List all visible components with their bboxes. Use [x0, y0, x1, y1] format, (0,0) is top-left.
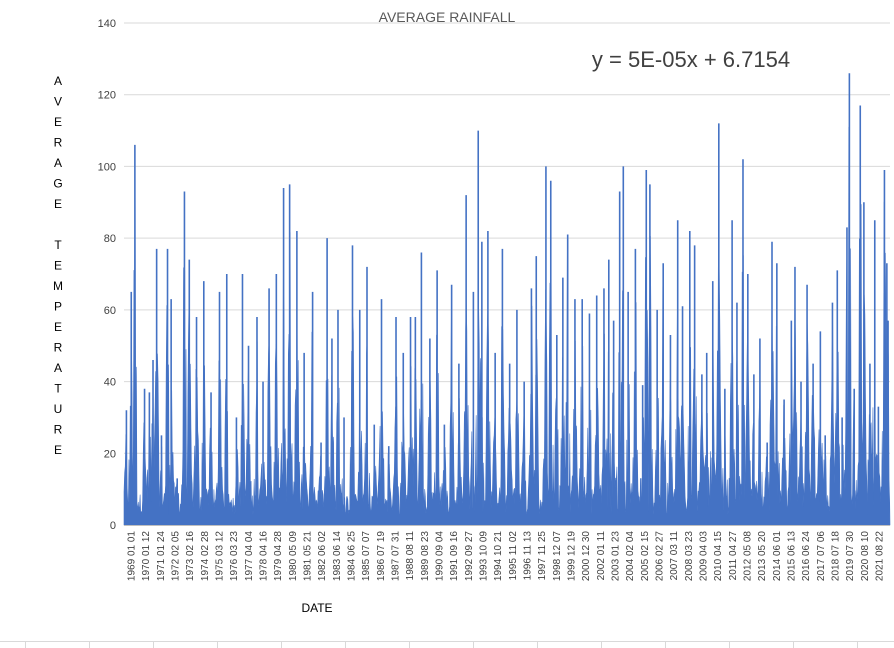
x-tick-label: 1969 01 01	[127, 531, 138, 581]
x-tick-label: 1973 02 16	[185, 531, 196, 581]
y-axis-title-letter: R	[54, 341, 63, 355]
y-axis-title-letter: A	[54, 156, 62, 170]
y-tick-labels: 0 20 40 60 80 100 120 140	[98, 18, 116, 532]
x-tick-label: 2019 07 30	[845, 531, 856, 581]
x-tick-label: 2000 12 30	[581, 531, 592, 581]
y-gridlines	[124, 22, 890, 454]
x-tick-label: 1986 07 19	[376, 531, 387, 581]
chart-title: AVERAGE RAINFALL	[379, 9, 516, 25]
x-tick-label: 1972 02 05	[171, 531, 182, 581]
y-axis-title-letter: G	[53, 177, 62, 191]
x-tick-label: 2014 06 01	[772, 531, 783, 581]
x-tick-label: 2011 04 27	[728, 531, 739, 581]
x-tick-label: 1970 01 12	[141, 531, 152, 581]
x-tick-label: 1976 03 23	[229, 531, 240, 581]
y-tick-label: 20	[104, 448, 116, 460]
y-axis-title-letter: M	[53, 279, 63, 293]
x-tick-label: 2007 03 11	[669, 531, 680, 581]
data-series	[123, 73, 891, 526]
x-tick-label: 1985 07 07	[361, 531, 372, 581]
x-tick-label: 1997 11 25	[537, 531, 548, 581]
rainfall-series-fill	[123, 126, 891, 526]
x-tick-label: 2002 01 11	[596, 531, 607, 581]
x-tick-label: 1991 09 16	[449, 531, 460, 581]
x-tick-label: 1977 04 04	[244, 531, 255, 581]
x-tick-label: 1993 10 09	[479, 531, 490, 581]
y-tick-label: 140	[98, 18, 116, 30]
y-tick-label: 60	[104, 305, 116, 317]
x-tick-label: 1987 07 31	[391, 531, 402, 581]
y-axis-title-letter: V	[54, 95, 62, 109]
x-tick-label: 1982 06 02	[317, 531, 328, 581]
x-tick-label: 2008 03 23	[684, 531, 695, 581]
y-axis-title-letter: R	[54, 423, 63, 437]
x-tick-label: 1980 05 09	[288, 531, 299, 581]
x-tick-label: 2012 05 08	[743, 531, 754, 581]
y-axis-title-letter: E	[54, 443, 62, 457]
x-tick-label: 2013 05 20	[757, 531, 768, 581]
x-tick-label: 2006 02 27	[655, 531, 666, 581]
x-tick-label: 2020 08 10	[860, 531, 871, 581]
x-tick-label: 1971 01 24	[156, 531, 167, 581]
x-tick-label: 1998 12 07	[552, 531, 563, 581]
x-tick-label: 2021 08 22	[875, 531, 886, 581]
y-tick-label: 100	[98, 161, 116, 173]
x-tick-label: 2009 04 03	[699, 531, 710, 581]
x-tick-label: 1999 12 19	[567, 531, 578, 581]
x-tick-label: 2015 06 13	[787, 531, 798, 581]
y-axis-title-letter: E	[54, 320, 62, 334]
y-axis-title-letter: P	[54, 300, 62, 314]
trendline-equation: y = 5E-05x + 6.7154	[592, 47, 790, 72]
x-tick-label: 2018 07 18	[831, 531, 842, 581]
x-tick-label: 1992 09 27	[464, 531, 475, 581]
y-axis-title-letter: A	[54, 74, 62, 88]
x-tick-label: 2017 07 06	[816, 531, 827, 581]
x-tick-label: 1994 10 21	[493, 531, 504, 581]
x-tick-label: 1996 11 13	[523, 531, 534, 581]
x-tick-label: 2003 01 23	[611, 531, 622, 581]
x-tick-label: 2005 02 15	[640, 531, 651, 581]
x-axis-title: DATE	[301, 601, 332, 615]
x-tick-label: 1978 04 16	[259, 531, 270, 581]
x-tick-label: 1990 09 04	[435, 531, 446, 581]
y-tick-label: 80	[104, 233, 116, 245]
y-tick-label: 0	[110, 520, 116, 532]
y-axis-title-letter: A	[54, 361, 62, 375]
x-tick-label: 2004 02 04	[625, 531, 636, 581]
x-tick-label: 2010 04 15	[713, 531, 724, 581]
x-tick-label: 1981 05 21	[303, 531, 314, 581]
y-tick-label: 40	[104, 377, 116, 389]
y-axis-title-letter: U	[54, 402, 63, 416]
y-axis-title-letter: R	[54, 136, 63, 150]
y-axis-title-letter: T	[54, 382, 62, 396]
y-tick-label: 120	[98, 90, 116, 102]
x-tick-label: 1989 08 23	[420, 531, 431, 581]
y-axis-title-letter: E	[54, 115, 62, 129]
y-axis-title-letter: T	[54, 238, 62, 252]
x-tick-label: 1983 06 14	[332, 531, 343, 581]
x-tick-label: 1988 08 11	[405, 531, 416, 581]
y-axis-title-letter: E	[54, 259, 62, 273]
sheet-grid-lines	[0, 641, 894, 648]
x-tick-label: 2016 06 24	[801, 531, 812, 581]
y-axis-title-letter: E	[54, 197, 62, 211]
x-tick-label: 1984 06 25	[347, 531, 358, 581]
x-tick-label: 1974 02 28	[200, 531, 211, 581]
x-tick-labels: 1969 01 01 1970 01 12 1971 01 24 1972 02 05…	[127, 531, 886, 581]
x-tick-label: 1995 11 02	[508, 531, 519, 581]
x-tick-label: 1975 03 12	[215, 531, 226, 581]
x-tick-label: 1979 04 28	[273, 531, 284, 581]
